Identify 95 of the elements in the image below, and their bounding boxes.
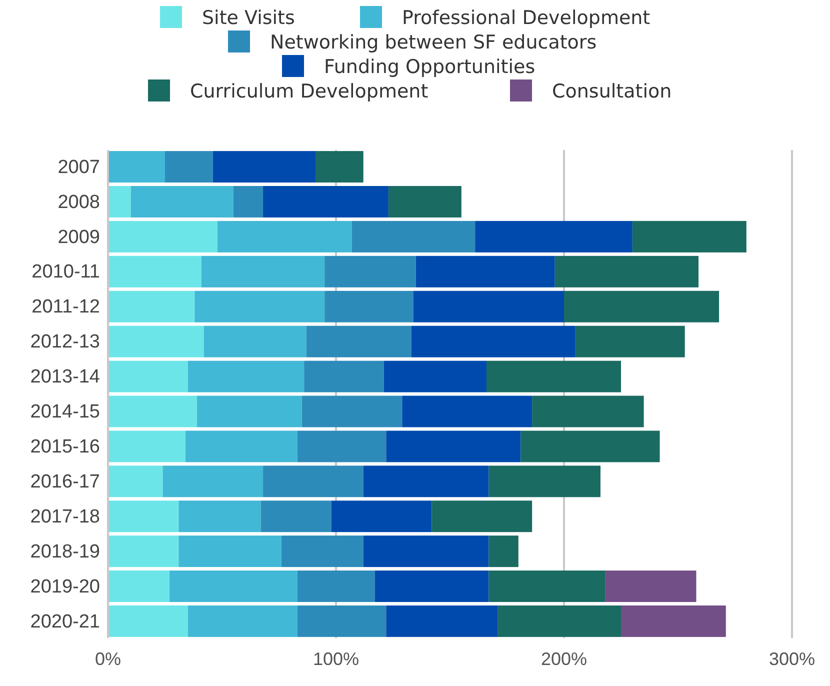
bar bbox=[170, 570, 298, 602]
y-tick-label: 2017-18 bbox=[30, 506, 100, 528]
y-tick-label: 2015-16 bbox=[30, 436, 100, 458]
y-tick-label: 2013-14 bbox=[30, 366, 100, 388]
bar bbox=[414, 290, 564, 322]
y-tick-label: 2018-19 bbox=[30, 541, 100, 562]
bar bbox=[363, 466, 489, 498]
bar bbox=[108, 466, 163, 498]
bar bbox=[304, 360, 384, 392]
bar bbox=[384, 360, 486, 392]
bar bbox=[260, 500, 332, 532]
y-tick-label: 2010-11 bbox=[32, 262, 100, 283]
bar bbox=[108, 396, 197, 428]
y-tick-label: 2011-12 bbox=[32, 296, 100, 318]
legend-label: Networking between SF educators bbox=[270, 32, 597, 54]
bar bbox=[605, 570, 696, 602]
bar bbox=[178, 536, 282, 568]
legend-label: Funding Opportunities bbox=[324, 56, 536, 78]
bar bbox=[324, 256, 416, 288]
bar bbox=[486, 360, 621, 392]
x-tick-label: 0% bbox=[94, 648, 122, 669]
bar bbox=[324, 290, 414, 322]
bar bbox=[331, 500, 432, 532]
bar bbox=[297, 605, 386, 637]
bar bbox=[108, 430, 186, 462]
y-tick-label: 2009 bbox=[58, 226, 100, 248]
y-tick-label: 2019-20 bbox=[30, 576, 100, 598]
bar bbox=[178, 500, 261, 532]
bar bbox=[108, 151, 165, 183]
y-tick-label: 2014-15 bbox=[30, 402, 100, 423]
bar bbox=[488, 536, 518, 568]
bar bbox=[475, 220, 632, 252]
bar bbox=[108, 290, 195, 322]
bar bbox=[201, 256, 325, 288]
x-tick-label: 100% bbox=[312, 648, 360, 669]
y-tick-label: 2020-21 bbox=[30, 611, 100, 632]
x-tick-label: 300% bbox=[768, 648, 816, 669]
bar bbox=[488, 570, 606, 602]
bar bbox=[165, 151, 213, 183]
bar bbox=[621, 605, 726, 637]
bar bbox=[388, 186, 462, 218]
legend-label: Consultation bbox=[552, 80, 672, 102]
bar bbox=[108, 220, 218, 252]
bar bbox=[108, 500, 179, 532]
bar bbox=[281, 536, 364, 568]
bar bbox=[632, 220, 746, 252]
bar bbox=[416, 256, 555, 288]
bar bbox=[194, 290, 325, 322]
legend-label: Professional Development bbox=[402, 7, 650, 29]
bar bbox=[204, 326, 306, 358]
x-tick-label: 200% bbox=[540, 648, 588, 669]
y-tick-label: 2008 bbox=[58, 192, 100, 213]
bar bbox=[488, 466, 600, 498]
bar bbox=[162, 466, 264, 498]
bar bbox=[432, 500, 532, 532]
bar bbox=[532, 396, 644, 428]
bar bbox=[233, 186, 264, 218]
bar bbox=[297, 430, 386, 462]
bar bbox=[188, 360, 304, 392]
bar bbox=[564, 290, 720, 322]
bar bbox=[411, 326, 576, 358]
bar bbox=[363, 536, 489, 568]
bar bbox=[108, 326, 204, 358]
bar bbox=[386, 430, 521, 462]
bar bbox=[108, 536, 179, 568]
bar bbox=[108, 360, 188, 392]
y-tick-label: 2016-17 bbox=[30, 471, 100, 492]
bar bbox=[315, 151, 364, 183]
bar bbox=[402, 396, 532, 428]
bar bbox=[554, 256, 699, 288]
bar bbox=[520, 430, 660, 462]
y-tick-label: 2012-13 bbox=[30, 332, 100, 353]
bar bbox=[188, 605, 298, 637]
legend-label: Site Visits bbox=[202, 7, 295, 29]
bar bbox=[352, 220, 476, 252]
bar bbox=[108, 605, 188, 637]
bar bbox=[108, 570, 170, 602]
bar bbox=[498, 605, 621, 637]
bar bbox=[575, 326, 685, 358]
bar bbox=[186, 430, 298, 462]
bar bbox=[263, 186, 388, 218]
bar bbox=[263, 466, 364, 498]
bar bbox=[374, 570, 489, 602]
bar bbox=[386, 605, 498, 637]
bar bbox=[130, 186, 234, 218]
bar bbox=[196, 396, 302, 428]
legend-label: Curriculum Development bbox=[190, 80, 428, 102]
y-tick-label: 2007 bbox=[58, 156, 100, 178]
bar bbox=[108, 256, 202, 288]
bar bbox=[302, 396, 402, 428]
bar bbox=[212, 151, 316, 183]
bar bbox=[108, 186, 131, 218]
bar bbox=[297, 570, 375, 602]
bar bbox=[217, 220, 352, 252]
bar bbox=[306, 326, 412, 358]
